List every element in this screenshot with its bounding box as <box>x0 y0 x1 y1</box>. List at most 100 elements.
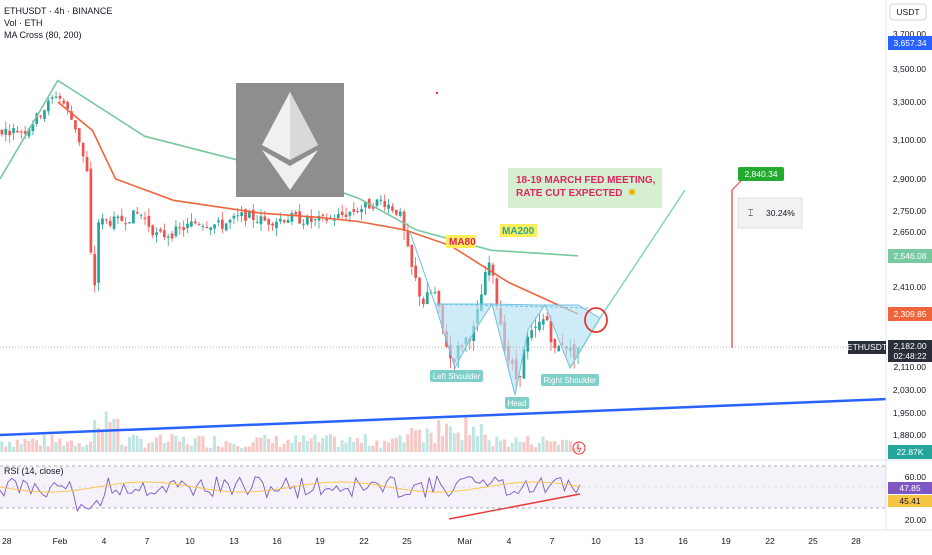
candle-body <box>325 218 329 221</box>
ma80-price-tag-text: 2,309.85 <box>893 309 926 319</box>
time-tick: 10 <box>591 536 601 546</box>
volume-bar <box>224 441 228 452</box>
logo-top-right <box>290 92 318 160</box>
volume-bar <box>286 439 290 452</box>
symbol-tag-text: ETHUSDT <box>847 342 887 352</box>
left-shoulder-label-bg <box>430 370 483 382</box>
candle-body <box>143 217 147 219</box>
candle-body <box>480 294 483 312</box>
time-tick: 7 <box>145 536 150 546</box>
symbol-legend[interactable]: ETHUSDT · 4h · BINANCE <box>4 6 113 16</box>
rsi-legend[interactable]: RSI (14, close) <box>4 466 64 476</box>
candle-body <box>0 129 4 135</box>
candle-body <box>352 209 356 212</box>
price-tick: 1,950.00 <box>893 408 926 418</box>
candle-body <box>248 211 251 218</box>
target-pct: 30.24% <box>766 208 795 218</box>
candle-body <box>278 218 282 222</box>
rsi-line <box>0 474 581 513</box>
ma80-line <box>57 101 579 315</box>
volume-bar <box>537 443 541 452</box>
price-tick: 1,880.00 <box>893 430 926 440</box>
rsi-value-text: 47.85 <box>899 483 921 493</box>
candle-body <box>538 321 541 330</box>
volume-bar <box>282 443 286 452</box>
candle-body <box>306 216 309 225</box>
candle-body <box>159 229 162 232</box>
time-tick: 19 <box>721 536 731 546</box>
candle-body <box>298 211 302 224</box>
candle-body <box>379 199 383 201</box>
volume-bar <box>479 424 483 452</box>
volume-bar <box>433 443 437 452</box>
volume-bar <box>452 433 456 452</box>
symbol-tag: ETHUSDT <box>847 341 887 354</box>
volume-bar <box>526 435 530 452</box>
rsi-value-bg <box>888 482 932 494</box>
candle-body <box>178 227 182 229</box>
volume-bar <box>116 418 120 452</box>
volume-bar <box>27 441 31 452</box>
candle-body <box>112 216 116 229</box>
candle-body <box>348 211 352 216</box>
volume-bar <box>328 434 333 452</box>
volume-bar <box>298 442 302 452</box>
candle-body <box>220 219 224 229</box>
candle-body <box>302 223 305 225</box>
candle-body <box>259 216 263 225</box>
volume-bar <box>321 438 325 452</box>
candle-body <box>81 142 85 157</box>
candle-body <box>236 215 240 217</box>
candle-body <box>360 208 363 213</box>
candle-body <box>205 226 209 228</box>
rsi-tick-60: 60.00 <box>905 472 927 482</box>
volume-bar <box>410 428 414 452</box>
candle-body <box>23 131 27 134</box>
candle-body <box>526 336 530 352</box>
volume-bar <box>93 419 97 452</box>
alert-circle <box>572 441 586 455</box>
candle-body <box>197 224 201 226</box>
candle-body <box>375 199 379 206</box>
volume-bar <box>38 445 43 452</box>
volume-bar <box>506 446 510 452</box>
candle-body <box>232 215 236 219</box>
candle-body <box>228 219 232 223</box>
volume-bar <box>151 442 155 452</box>
candle-body <box>437 290 441 307</box>
time-tick: 16 <box>272 536 282 546</box>
volume-bar <box>62 445 66 452</box>
volume-bar <box>522 441 526 452</box>
candle-body <box>66 101 70 110</box>
candle-body <box>182 227 186 231</box>
volume-bar <box>85 444 89 452</box>
volume-bar <box>0 441 4 452</box>
volume-bar <box>317 442 321 452</box>
candle-body <box>271 223 274 226</box>
candle-body <box>263 216 267 221</box>
candle-body <box>414 265 418 278</box>
price-tick: 3,300.00 <box>893 97 926 107</box>
volume-bar <box>212 436 217 452</box>
candle-body <box>120 215 124 221</box>
volume-legend[interactable]: Vol · ETH <box>4 18 43 28</box>
ma-cross-legend[interactable]: MA Cross (80, 200) <box>4 30 82 40</box>
price-tick: 2,650.00 <box>893 227 926 237</box>
volume-bar <box>344 442 348 452</box>
time-tick: 10 <box>185 536 195 546</box>
candle-body <box>251 209 255 221</box>
candle-body <box>50 97 54 99</box>
volume-bar <box>386 442 391 452</box>
ma200-price-tag-bg <box>888 249 932 263</box>
currency-box <box>889 3 927 21</box>
rsi-divergence-line <box>448 493 581 520</box>
candle-body <box>541 319 545 325</box>
candle-body <box>410 244 414 267</box>
time-axis: 28 Feb 4 7 10 13 16 19 22 25 Mar 4 7 10 13 16 19 22 25 28 <box>0 529 932 546</box>
volume-bar <box>414 430 418 452</box>
candle-body <box>54 96 58 98</box>
volume-bar <box>96 427 101 452</box>
volume-bar <box>216 445 220 452</box>
